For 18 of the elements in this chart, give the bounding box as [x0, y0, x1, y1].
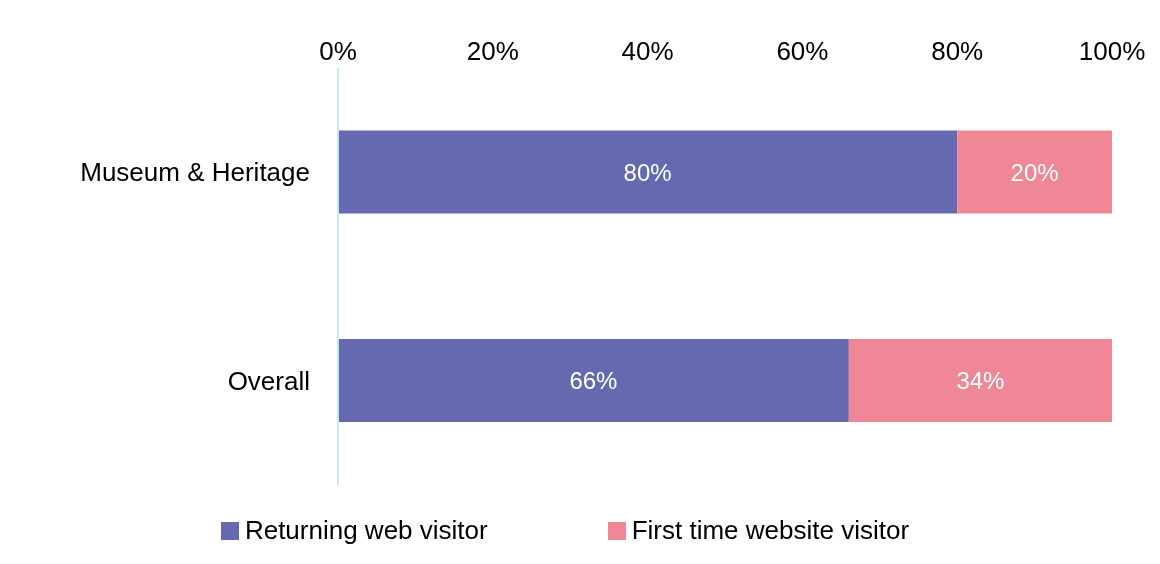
x-tick-label: 0%	[319, 36, 357, 66]
legend-label: Returning web visitor	[243, 515, 488, 546]
x-tick-label: 60%	[776, 36, 829, 66]
bar	[848, 339, 1112, 423]
bar	[957, 130, 1112, 214]
x-tick-label: 80%	[931, 36, 984, 66]
bar	[338, 130, 958, 214]
bar	[338, 339, 849, 423]
x-tick-label: 20%	[466, 36, 519, 66]
y-tick-label: Museum & Heritage	[80, 157, 310, 188]
legend-label: First time website visitor	[630, 515, 910, 546]
data-label: 20%	[1010, 158, 1059, 186]
y-tick-label: Overall	[227, 365, 310, 396]
x-tick-label: 100%	[1078, 36, 1146, 66]
data-label: 66%	[569, 367, 618, 395]
data-label: 34%	[956, 367, 1005, 395]
data-label: 80%	[623, 158, 672, 186]
x-tick-label: 40%	[621, 36, 674, 66]
